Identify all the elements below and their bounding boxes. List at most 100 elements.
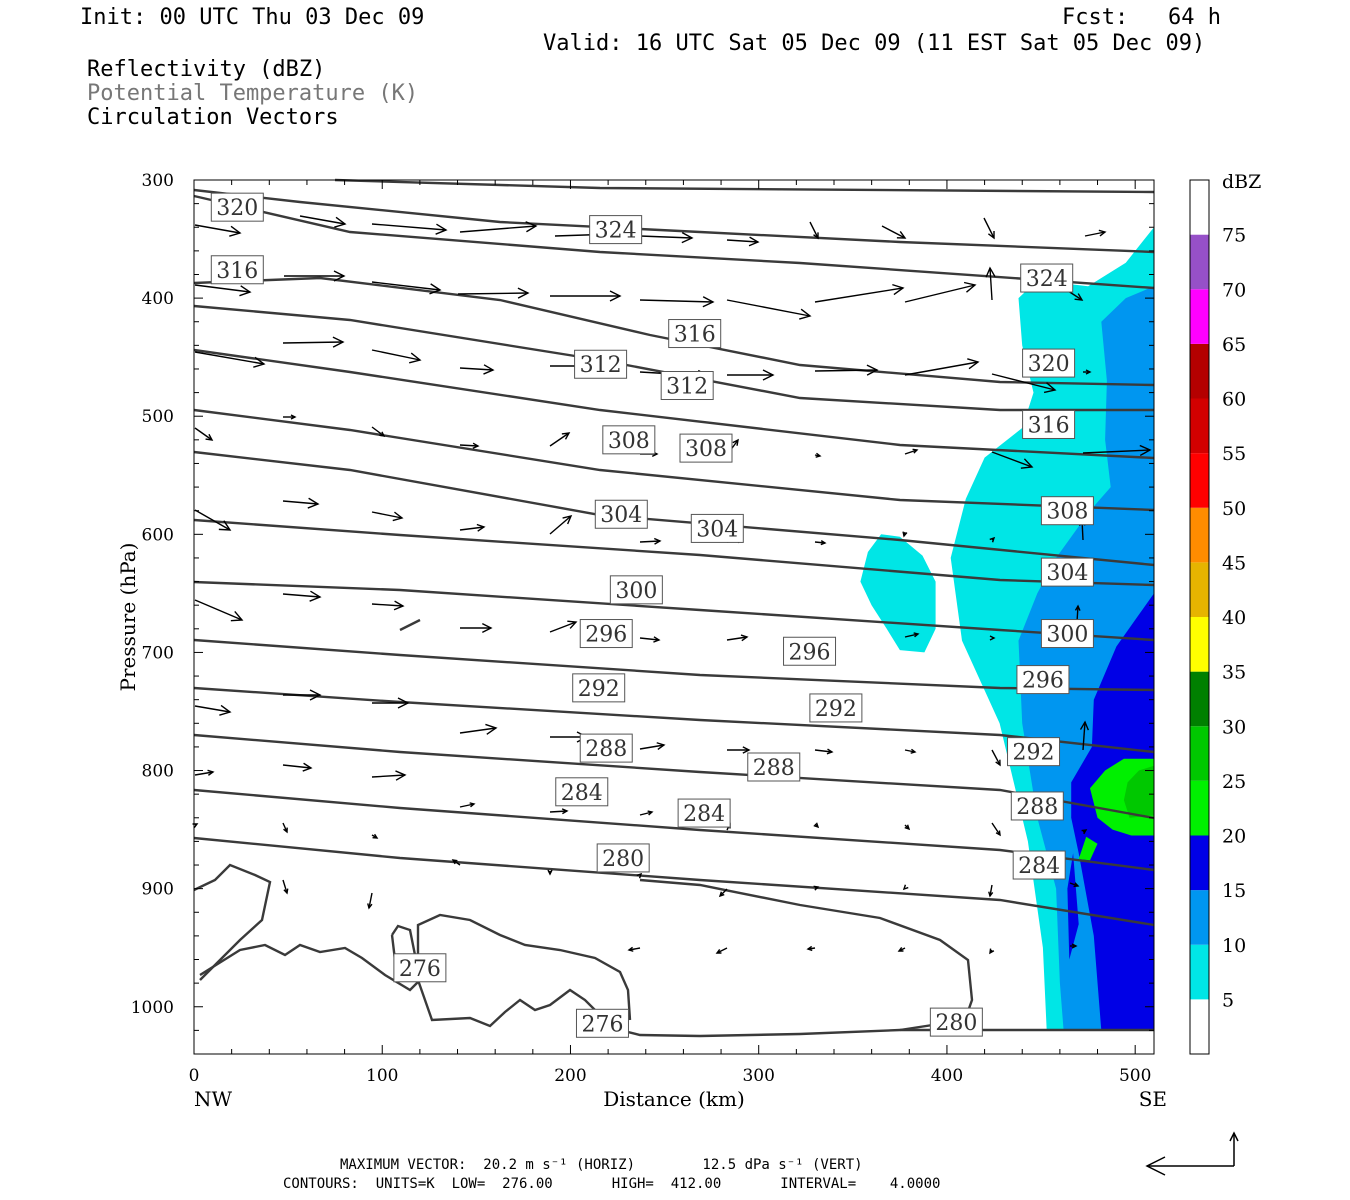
circulation-vector xyxy=(1081,829,1088,835)
theta-label-316: 316 xyxy=(210,255,264,285)
colorbar-label: 45 xyxy=(1222,552,1246,574)
svg-text:284: 284 xyxy=(1018,854,1060,879)
circulation-vector xyxy=(1083,369,1092,375)
circulation-vector xyxy=(809,221,819,240)
colorbar-swatch xyxy=(1190,398,1209,454)
circulation-vector xyxy=(550,290,622,302)
theta-label-316: 316 xyxy=(668,319,722,349)
theta-label-324: 324 xyxy=(589,215,643,245)
theta-label-288: 288 xyxy=(579,733,633,763)
colorbar-label: 5 xyxy=(1222,989,1234,1011)
theta-label-320: 320 xyxy=(210,192,264,222)
circulation-vector xyxy=(902,531,908,538)
x-left-label: NW xyxy=(194,1087,233,1111)
circulation-vector xyxy=(983,217,995,240)
circulation-vector xyxy=(299,215,347,228)
colorbar-swatch xyxy=(1190,780,1209,836)
circulation-vector xyxy=(451,859,461,866)
circulation-vector xyxy=(726,299,812,320)
reflectivity-fill xyxy=(860,227,1154,1031)
theta-label-276: 276 xyxy=(393,953,447,983)
circulation-vector xyxy=(371,770,407,781)
theta-label-304: 304 xyxy=(1040,557,1094,587)
circulation-vector xyxy=(881,225,907,239)
colorbar-frame xyxy=(1189,179,1210,1055)
svg-text:316: 316 xyxy=(674,323,716,348)
circulation-vector xyxy=(371,281,442,295)
circulation-vector xyxy=(282,497,320,509)
theta-isoline xyxy=(193,276,1155,387)
colorbar-label: 15 xyxy=(1222,880,1246,902)
x-tick-label: 400 xyxy=(931,1066,963,1086)
colorbar-label: 70 xyxy=(1222,279,1246,301)
svg-text:296: 296 xyxy=(789,640,831,665)
colorbar-swatch xyxy=(1190,890,1209,945)
colorbar-swatch xyxy=(1190,562,1209,617)
circulation-vector xyxy=(718,888,728,898)
svg-text:300: 300 xyxy=(1046,623,1088,648)
circulation-vector xyxy=(814,452,822,458)
y-tick-label: 500 xyxy=(142,407,174,427)
circulation-vector xyxy=(814,283,905,303)
colorbar-swatch xyxy=(1190,617,1209,672)
theta-label-292: 292 xyxy=(572,673,626,703)
reflectivity-area-15 xyxy=(1067,853,1079,960)
circulation-vector xyxy=(902,884,909,891)
svg-text:292: 292 xyxy=(1013,741,1055,766)
theta-label-292: 292 xyxy=(809,693,863,723)
theta-label-284: 284 xyxy=(1012,850,1066,880)
valid-time: Valid: 16 UTC Sat 05 Dec 09 (11 EST Sat … xyxy=(543,31,1206,56)
max-vector-note: MAXIMUM VECTOR: 20.2 m s⁻¹ (HORIZ) 12.5 … xyxy=(340,1157,863,1173)
forecast-hour: Fcst: 64 h xyxy=(1062,5,1221,30)
svg-text:296: 296 xyxy=(585,623,627,648)
theta-label-312: 312 xyxy=(574,349,628,379)
colorbar-swatch xyxy=(1190,507,1209,563)
circulation-vector xyxy=(283,689,322,701)
svg-text:288: 288 xyxy=(585,737,627,762)
circulation-vector xyxy=(547,869,553,876)
circulation-vector xyxy=(904,281,977,303)
field-reflectivity: Reflectivity (dBZ) xyxy=(87,57,326,82)
theta-isoline xyxy=(193,863,272,981)
colorbar-swatch xyxy=(1190,999,1209,1054)
init-time: Init: 00 UTC Thu 03 Dec 09 xyxy=(80,5,425,30)
svg-text:280: 280 xyxy=(602,847,644,872)
theta-label-324: 324 xyxy=(1020,263,1074,293)
circulation-vector xyxy=(192,823,199,828)
svg-text:292: 292 xyxy=(578,677,620,702)
svg-text:276: 276 xyxy=(399,957,441,982)
colorbar-label: 60 xyxy=(1222,389,1246,411)
circulation-vector xyxy=(639,232,694,244)
circulation-vector xyxy=(194,351,266,368)
circulation-vector xyxy=(639,537,662,545)
circulation-vector xyxy=(989,635,996,641)
colorbar-swatch xyxy=(1190,835,1209,891)
theta-label-296: 296 xyxy=(783,636,837,666)
x-tick-label: 300 xyxy=(742,1066,774,1086)
circulation-vector xyxy=(627,946,641,952)
circulation-vector xyxy=(194,509,232,531)
circulation-vector xyxy=(904,748,917,754)
circulation-vector xyxy=(549,432,571,447)
circulation-vector xyxy=(989,948,995,955)
circulation-vector xyxy=(904,448,919,455)
circulation-vector xyxy=(814,540,827,546)
theta-label-280: 280 xyxy=(596,843,650,873)
circulation-vector xyxy=(1070,943,1078,949)
circulation-vector xyxy=(367,892,373,910)
theta-label-304: 304 xyxy=(690,513,744,543)
circulation-vector xyxy=(459,523,486,532)
y-tick-label: 300 xyxy=(142,171,174,191)
reflectivity-area-5 xyxy=(860,534,936,653)
y-tick-label: 600 xyxy=(142,525,174,545)
theta-label-296: 296 xyxy=(579,619,633,649)
axes: 300 400 500 600 700 800 900 1000 0 100 200 300 400 50… xyxy=(116,171,1167,1111)
svg-text:296: 296 xyxy=(1022,669,1064,694)
circulation-vector xyxy=(371,600,405,611)
circulation-vector xyxy=(457,287,530,299)
colorbar-swatch xyxy=(1190,671,1209,727)
circulation-vector xyxy=(813,822,820,829)
reflectivity-area-20 xyxy=(1078,836,1098,861)
theta-label-284: 284 xyxy=(555,777,609,807)
circulation-vector xyxy=(726,236,760,247)
